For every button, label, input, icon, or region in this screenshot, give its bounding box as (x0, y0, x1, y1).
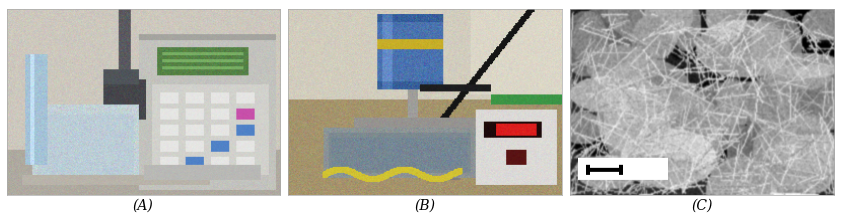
Text: (A): (A) (133, 199, 153, 213)
Text: (B): (B) (415, 199, 435, 213)
Text: (C): (C) (691, 199, 713, 213)
